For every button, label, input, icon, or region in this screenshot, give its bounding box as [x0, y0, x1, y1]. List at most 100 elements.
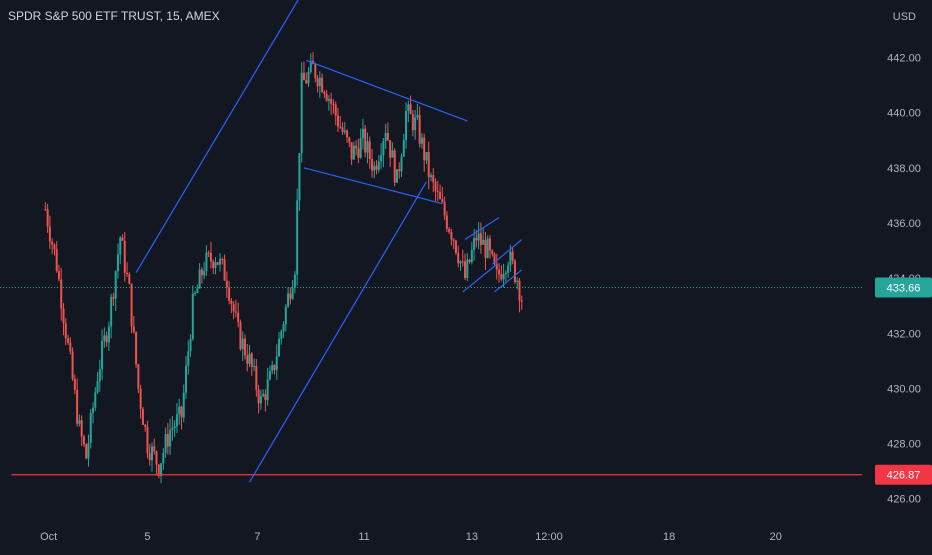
candle-body: [271, 364, 274, 372]
candle-body: [96, 381, 99, 393]
candle-body: [198, 269, 201, 289]
candle-body: [219, 258, 222, 265]
x-tick-label: 18: [663, 531, 675, 543]
candle-body: [470, 249, 473, 263]
candle-body: [230, 300, 233, 305]
candle-body: [407, 104, 410, 112]
candle-body: [194, 293, 197, 295]
candle-body: [264, 393, 267, 401]
x-tick-label: Oct: [40, 531, 57, 543]
candle-body: [346, 130, 349, 138]
candle-body: [350, 142, 353, 160]
candle-body: [44, 209, 47, 211]
candle-body: [509, 251, 512, 266]
candle-body: [302, 72, 305, 81]
candle-body: [448, 228, 451, 233]
y-tick-label: 426.00: [887, 494, 921, 506]
candle-body: [475, 237, 478, 241]
candle-body: [248, 353, 251, 364]
candle-body: [214, 262, 217, 269]
candle-body: [48, 226, 51, 242]
candle-body: [380, 155, 383, 162]
candle-body: [507, 265, 510, 273]
candle-body: [153, 446, 156, 452]
trendline-small-flag-2-bottom[interactable]: [494, 269, 523, 293]
candle-body: [420, 137, 423, 144]
candle-body: [141, 408, 144, 426]
candle-body: [520, 300, 523, 302]
trendline-flag-top[interactable]: [306, 59, 468, 122]
candle-body: [377, 161, 380, 170]
candle-body: [71, 351, 74, 379]
y-tick-label: 428.00: [887, 439, 921, 451]
candle-body: [343, 130, 346, 133]
candle-body: [146, 426, 149, 454]
candle-body: [382, 141, 385, 156]
candle-body: [60, 279, 63, 309]
candle-body: [246, 355, 249, 364]
candle-body: [300, 72, 303, 154]
candle-body: [298, 153, 301, 201]
candle-body: [275, 356, 278, 370]
candle-body: [67, 338, 70, 343]
candle-body: [57, 270, 60, 280]
candle-body: [371, 158, 374, 171]
current-price-badge[interactable]: [875, 277, 932, 298]
candle-body: [150, 446, 153, 461]
candle-body: [212, 261, 215, 269]
price-axis[interactable]: 442.00440.00438.00436.00434.00432.00430.…: [875, 53, 932, 506]
candle-body: [171, 428, 174, 430]
y-tick-label: 442.00: [887, 53, 921, 65]
candle-body: [416, 114, 419, 118]
x-tick-label: 12:00: [535, 531, 563, 543]
candle-body: [180, 406, 183, 418]
candle-body: [76, 389, 79, 424]
candle-body: [445, 215, 448, 229]
candle-body: [53, 244, 56, 250]
candle-body: [468, 259, 471, 263]
candle-body: [123, 240, 126, 273]
candle-body: [316, 78, 319, 87]
candle-body: [209, 252, 212, 262]
candle-body: [504, 272, 507, 274]
time-axis[interactable]: Oct 5 7 11 13 12:00 18 20: [40, 531, 782, 543]
candle-body: [355, 145, 358, 149]
candle-body: [166, 434, 169, 447]
candle-body: [228, 287, 231, 301]
candle-body: [89, 412, 92, 443]
candle-body: [430, 175, 432, 178]
candle-body: [425, 152, 428, 161]
support-price-badge[interactable]: [875, 464, 932, 485]
candle-body: [182, 392, 185, 418]
candle-body: [500, 274, 503, 280]
candle-body: [132, 326, 135, 332]
trendline-lower-channel-right[interactable]: [249, 181, 427, 483]
trendline-flag-bottom[interactable]: [303, 167, 443, 205]
candle-body: [330, 99, 333, 104]
candle-body: [103, 335, 106, 341]
symbol-title[interactable]: SPDR S&P 500 ETF TRUST, 15, AMEX: [8, 9, 220, 23]
candle-body: [284, 306, 287, 325]
candle-body: [107, 326, 110, 343]
candle-body: [78, 420, 81, 424]
candle-body: [459, 261, 462, 264]
candle-body: [409, 104, 412, 115]
candle-body: [454, 240, 457, 254]
candle-body: [110, 297, 113, 327]
candle-body: [82, 436, 85, 445]
candle-body: [51, 241, 54, 245]
candle-body: [314, 64, 317, 79]
trendline-small-flag-2-top[interactable]: [491, 239, 523, 265]
trendline-small-flag-1-top[interactable]: [464, 216, 500, 241]
candle-body: [384, 132, 387, 142]
trendline-small-flag-1-bottom[interactable]: [462, 263, 498, 293]
candle-body: [327, 99, 330, 101]
candle-body: [305, 80, 308, 84]
candle-body: [203, 270, 206, 276]
trendline-upper-channel-left[interactable]: [135, 0, 313, 273]
candle-body: [160, 463, 163, 476]
candle-body: [400, 156, 403, 172]
candle-body: [69, 342, 72, 352]
